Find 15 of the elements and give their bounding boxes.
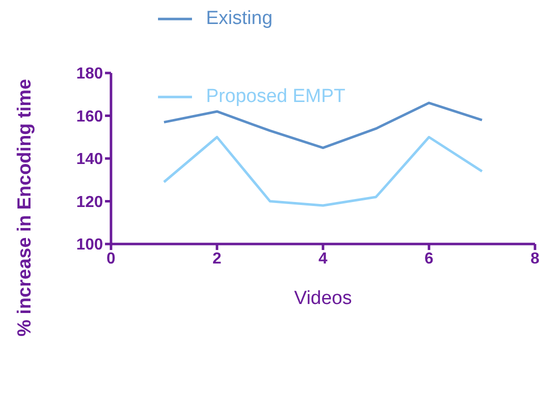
x-tick-label: 2 [212, 250, 222, 268]
legend-label: Existing [206, 8, 273, 30]
x-tick-label: 8 [530, 250, 539, 268]
x-tick-label: 6 [424, 250, 434, 268]
x-axis-title: Videos [294, 288, 352, 309]
y-tick-label: 180 [76, 66, 104, 83]
y-axis-title: % increase in Encoding time [14, 78, 36, 336]
x-tick-label: 4 [318, 250, 328, 268]
line-series [162, 136, 484, 207]
y-tick-label: 100 [76, 236, 104, 254]
y-tick-label: 160 [76, 108, 104, 126]
y-tick-label: 120 [76, 194, 104, 211]
legend-label: Proposed EMPT [206, 86, 346, 108]
x-tick-label: 0 [106, 250, 116, 268]
y-tick-label: 140 [76, 151, 104, 168]
